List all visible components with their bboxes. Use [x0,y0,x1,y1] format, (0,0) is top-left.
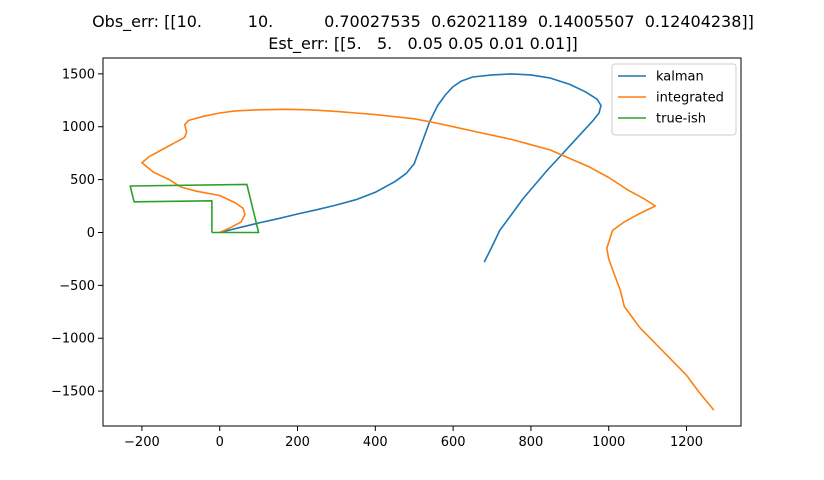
legend-label-integrated: integrated [656,91,724,106]
legend-label-kalman: kalman [656,70,704,85]
x-tick-label: 600 [441,435,466,450]
x-tick-label: 400 [363,435,388,450]
plot-frame [102,57,742,427]
y-tick-label: −500 [59,279,95,294]
legend: kalman integrated true-ish [611,63,737,136]
x-tick-label: 1000 [592,435,625,450]
y-tick-label: 500 [70,173,95,188]
x-tick-label: 800 [519,435,544,450]
x-tick-label: 200 [285,435,310,450]
series-layer [129,73,715,411]
y-tick-label: −1000 [51,332,95,347]
chart-title-line-1: Obs_err: [[10. 10. 0.70027535 0.62021189… [92,12,754,31]
y-axis: −1500 −1000 −500 0 500 1000 1500 [51,67,103,400]
series-line-kalman [219,73,602,263]
x-tick-label: −200 [124,435,160,450]
x-tick-label: 1200 [670,435,703,450]
series-line-integrated [141,108,715,411]
chart-title-line-2: Est_err: [[5. 5. 0.05 0.05 0.01 0.01]] [268,34,578,53]
series-line-true-ish [129,183,260,234]
y-tick-label: 1000 [62,120,95,135]
legend-label-true-ish: true-ish [656,112,706,127]
x-tick-label: 0 [216,435,224,450]
y-tick-label: 1500 [62,67,95,82]
x-axis: −200 0 200 400 600 800 1000 1200 [124,426,703,450]
y-tick-label: 0 [87,226,95,241]
y-tick-label: −1500 [51,385,95,400]
